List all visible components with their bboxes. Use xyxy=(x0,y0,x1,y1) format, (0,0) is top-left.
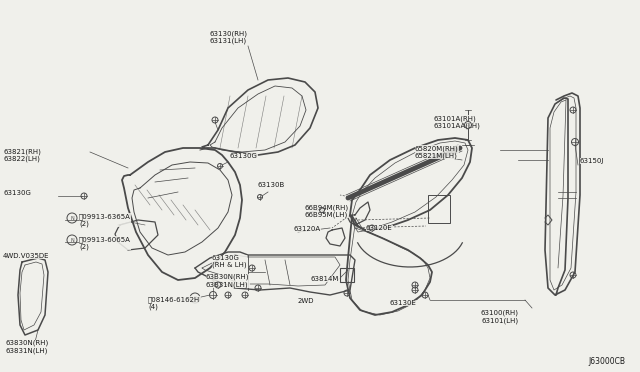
Text: ⒵08146-6162H
(4): ⒵08146-6162H (4) xyxy=(148,296,200,310)
Text: 63130E: 63130E xyxy=(390,300,417,306)
Text: 63101A(RH)
63101AA(LH): 63101A(RH) 63101AA(LH) xyxy=(434,115,481,129)
Text: N: N xyxy=(70,237,74,243)
Text: 63830N(RH)
63831N(LH): 63830N(RH) 63831N(LH) xyxy=(5,340,48,354)
Text: 63130B: 63130B xyxy=(258,182,285,188)
Text: ⓝ09913-6365A
(2): ⓝ09913-6365A (2) xyxy=(79,213,131,227)
Text: N: N xyxy=(70,215,74,221)
Text: 63130G: 63130G xyxy=(230,153,258,159)
Text: 63130G: 63130G xyxy=(3,190,31,196)
Text: J63000CB: J63000CB xyxy=(588,357,625,366)
Text: 66B94M(RH)
66B95M(LH): 66B94M(RH) 66B95M(LH) xyxy=(305,204,349,218)
Text: 63B30N(RH)
63B31N(LH): 63B30N(RH) 63B31N(LH) xyxy=(206,274,250,288)
Text: 4WD.V035DE: 4WD.V035DE xyxy=(3,253,49,259)
Bar xyxy=(428,195,450,223)
Text: 2WD: 2WD xyxy=(298,298,314,304)
Text: 63100(RH)
63101(LH): 63100(RH) 63101(LH) xyxy=(481,310,519,324)
Text: 63150J: 63150J xyxy=(580,158,604,164)
Text: 63120E: 63120E xyxy=(366,225,393,231)
Text: ⓝ09913-6065A
(2): ⓝ09913-6065A (2) xyxy=(79,236,131,250)
Text: 63130(RH)
63131(LH): 63130(RH) 63131(LH) xyxy=(209,30,247,44)
Text: 63814M: 63814M xyxy=(311,276,339,282)
Text: 63821(RH)
63822(LH): 63821(RH) 63822(LH) xyxy=(3,148,41,162)
Text: 65820M(RH)
65821M(LH): 65820M(RH) 65821M(LH) xyxy=(415,145,459,159)
Text: 63130G
(RH & LH): 63130G (RH & LH) xyxy=(212,255,246,269)
Bar xyxy=(340,268,354,282)
Text: B: B xyxy=(193,295,196,301)
Text: 63120A: 63120A xyxy=(294,226,321,232)
